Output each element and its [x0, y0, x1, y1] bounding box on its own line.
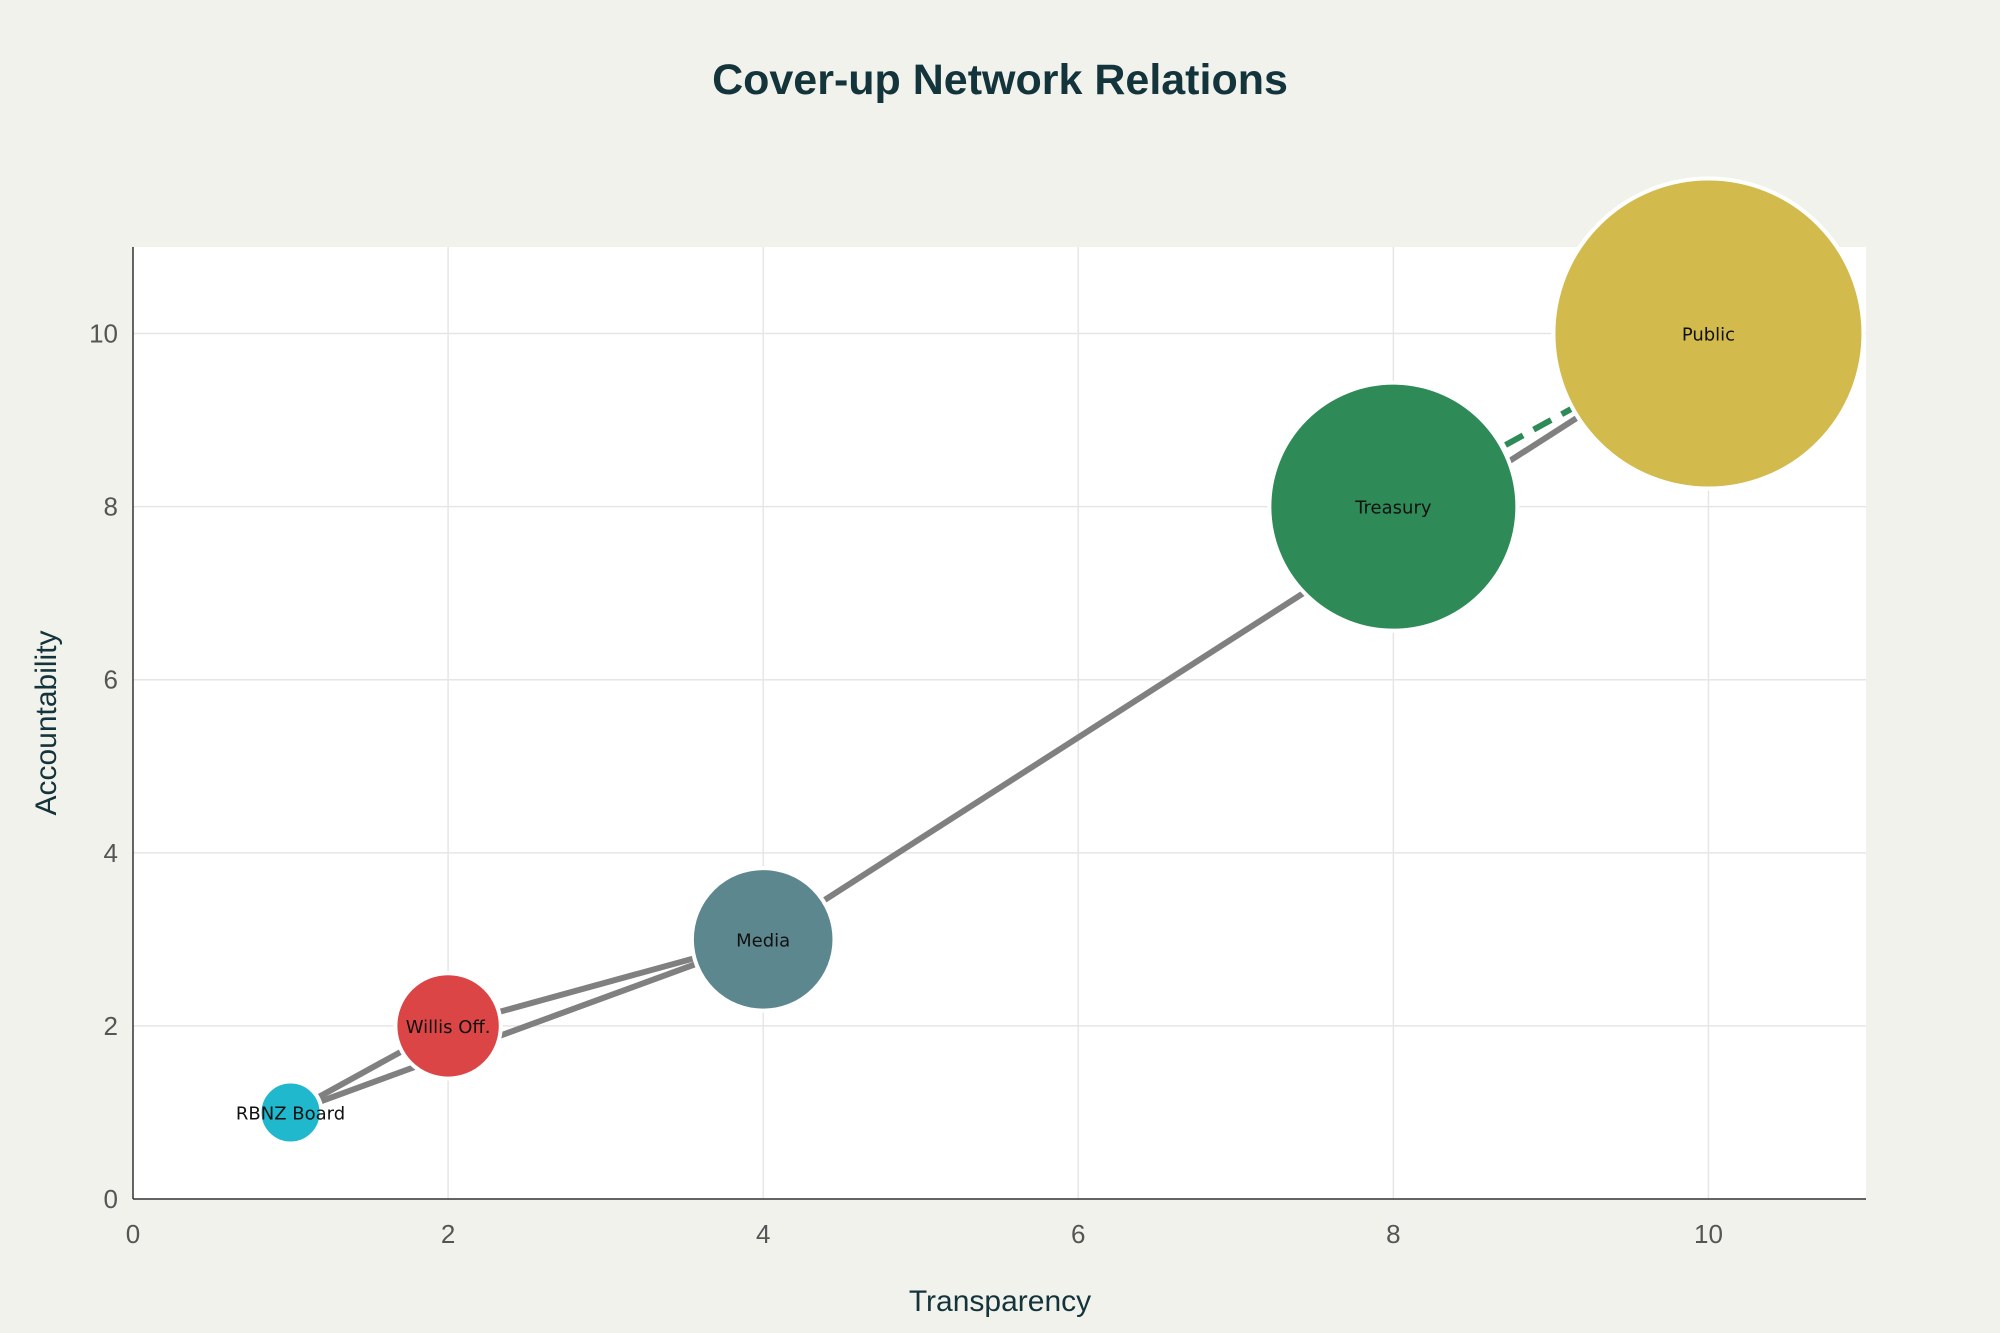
node-label-public: Public	[1682, 325, 1735, 346]
y-tick-label: 2	[104, 1011, 118, 1041]
y-tick-label: 10	[89, 319, 118, 349]
x-tick-label: 6	[1071, 1219, 1085, 1249]
node-label-willis: Willis Off.	[406, 1017, 491, 1038]
x-tick-label: 2	[441, 1219, 455, 1249]
node-treasury	[1267, 380, 1520, 633]
edge-media-public	[761, 331, 1711, 942]
node-media	[689, 866, 837, 1013]
y-axis-label: Accountability	[30, 630, 63, 815]
x-tick-label: 10	[1694, 1219, 1723, 1249]
node-rbnz	[257, 1079, 324, 1146]
node-public	[1551, 176, 1866, 491]
x-tick-label: 8	[1386, 1219, 1400, 1249]
x-tick-label: 4	[756, 1219, 770, 1249]
x-tick-label: 0	[126, 1219, 140, 1249]
edge-rbnz-media	[289, 936, 765, 1116]
y-tick-label: 8	[104, 492, 118, 522]
y-tick-label: 6	[104, 665, 118, 695]
y-tick-label: 0	[104, 1184, 118, 1214]
chart-title: Cover-up Network Relations	[712, 56, 1288, 104]
x-axis-label: Transparency	[909, 1285, 1091, 1318]
node-label-media: Media	[736, 930, 790, 951]
node-label-treasury: Treasury	[1354, 498, 1432, 519]
y-tick-label: 4	[104, 838, 118, 868]
node-willis	[393, 971, 503, 1081]
tick-labels: 0 2 4 6 8 10 0 2 4 6 8 10	[89, 319, 1723, 1249]
nodes	[257, 176, 1866, 1146]
node-label-rbnz: RBNZ Board	[236, 1103, 345, 1124]
node-labels: RBNZ Board Willis Off. Media Treasury Public	[236, 325, 1735, 1125]
